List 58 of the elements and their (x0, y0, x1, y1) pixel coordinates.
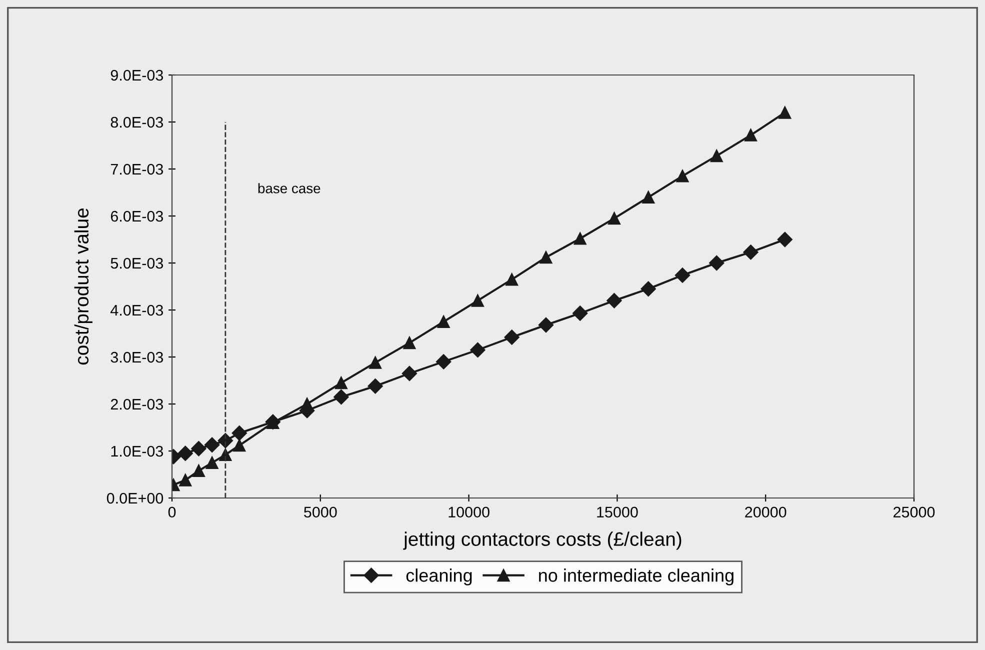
point (676, 170, 689, 182)
point (402, 366, 418, 382)
y-tick-label: 2.0E-03 (110, 398, 163, 410)
y-tick-label: 0.0E+00 (106, 492, 164, 504)
y-axis-title: cost/product value (74, 208, 92, 365)
point (334, 376, 348, 390)
y-tick-label: 6.0E-03 (110, 210, 163, 222)
point (642, 190, 655, 204)
point (674, 268, 690, 283)
point (179, 474, 192, 486)
y-tick-label: 3.0E-03 (110, 352, 163, 363)
y-tick-label: 7.0E-03 (110, 164, 163, 175)
point (471, 294, 484, 307)
point (538, 317, 554, 333)
point (606, 293, 622, 308)
point (506, 273, 518, 286)
point (334, 389, 349, 405)
point (233, 439, 246, 452)
y-tick-label: 1.0E-03 (111, 446, 163, 457)
point (504, 330, 520, 345)
ref-line-label: base case (258, 183, 320, 194)
legend-label: no intermediate cleaning (539, 568, 734, 586)
y-tick-label: 9.0E-03 (110, 70, 163, 81)
point (744, 128, 758, 142)
point (206, 456, 218, 469)
point (368, 378, 383, 394)
point (436, 354, 452, 370)
point (403, 336, 416, 350)
x-axis-title: jetting contactors costs (£/clean) (403, 532, 682, 550)
legend-label: cleaning (406, 568, 472, 586)
point (437, 316, 450, 328)
x-tick-label: 15000 (597, 506, 638, 518)
point (709, 255, 724, 271)
point (777, 232, 792, 248)
point (743, 244, 758, 260)
y-tick-label: 5.0E-03 (110, 258, 163, 269)
point (608, 212, 620, 225)
point (192, 464, 205, 477)
point (204, 437, 220, 452)
point (178, 446, 193, 461)
x-tick-label: 5000 (304, 506, 337, 518)
x-tick-label: 10000 (448, 506, 490, 518)
point (710, 150, 723, 162)
point (470, 342, 486, 358)
x-tick-label: 20000 (745, 506, 786, 518)
x-tick-label: 0 (168, 506, 176, 518)
y-tick-label: 4.0E-03 (110, 304, 163, 316)
x-tick-label: 25000 (894, 506, 935, 518)
point (574, 232, 586, 245)
point (232, 426, 247, 441)
point (540, 251, 552, 264)
point (572, 306, 588, 321)
point (300, 398, 314, 410)
y-tick-label: 8.0E-03 (110, 116, 163, 128)
point (778, 106, 792, 119)
point (191, 441, 206, 456)
point (640, 281, 656, 296)
point (369, 356, 382, 369)
